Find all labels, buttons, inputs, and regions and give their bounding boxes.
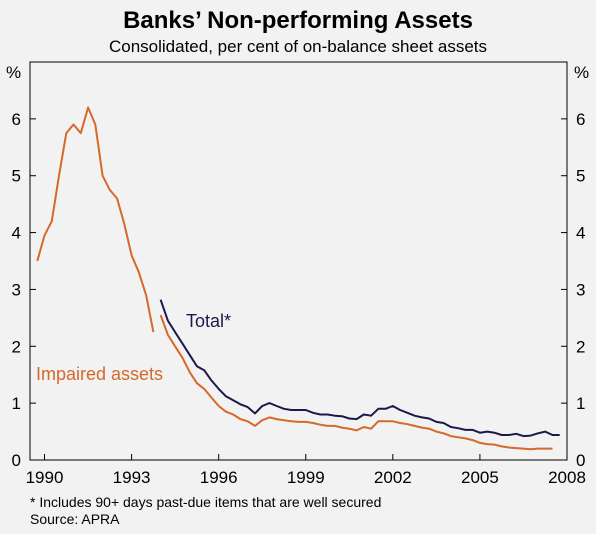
y-tick-label-right: 2 <box>576 337 585 356</box>
total-series-line <box>159 299 560 438</box>
impaired-series-label: Impaired assets <box>36 364 163 384</box>
y-tick-label-right: 5 <box>576 167 585 186</box>
footnote: * Includes 90+ days past-due items that … <box>30 494 381 510</box>
x-tick-label: 1999 <box>287 468 325 487</box>
x-tick-label: 1990 <box>26 468 64 487</box>
y-tick-label-left: 5 <box>12 167 21 186</box>
x-tick-label: 2002 <box>374 468 412 487</box>
y-tick-label-right: 0 <box>576 451 585 470</box>
y-tick-label-right: 6 <box>576 110 585 129</box>
plot-frame <box>29 61 568 461</box>
impaired-assets-series-line <box>159 314 553 451</box>
chart-title: Banks’ Non-performing Assets <box>123 7 473 34</box>
y-axis-unit-right: % <box>574 63 589 82</box>
y-tick-label-left: 1 <box>12 394 21 413</box>
y-axis-ticks: 0 0 1 1 2 2 3 3 4 4 5 5 6 6 <box>12 110 586 470</box>
y-tick-label-left: 4 <box>12 224 21 243</box>
y-axis-unit-left: % <box>6 63 21 82</box>
source-note: Source: APRA <box>30 511 120 527</box>
impaired-assets-series-line <box>36 106 155 333</box>
series-lines <box>36 106 560 451</box>
total-series-label: Total* <box>186 311 231 331</box>
y-tick-label-left: 0 <box>12 451 21 470</box>
chart-subtitle: Consolidated, per cent of on-balance she… <box>109 37 487 56</box>
x-tick-label: 2005 <box>461 468 499 487</box>
x-tick-label: 1993 <box>113 468 151 487</box>
y-tick-label-right: 1 <box>576 394 585 413</box>
x-tick-label: 1996 <box>200 468 238 487</box>
x-tick-label: 2008 <box>548 468 586 487</box>
y-tick-label-left: 3 <box>12 280 21 299</box>
x-axis-ticks: 1990 1993 1996 1999 2002 2005 2008 <box>26 454 586 487</box>
y-tick-label-right: 3 <box>576 280 585 299</box>
y-tick-label-left: 6 <box>12 110 21 129</box>
y-tick-label-left: 2 <box>12 337 21 356</box>
y-tick-label-right: 4 <box>576 224 585 243</box>
